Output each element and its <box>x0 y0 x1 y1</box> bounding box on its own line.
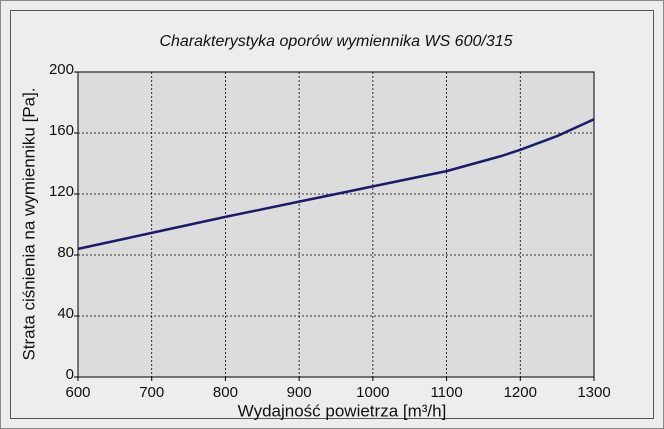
x-tick-label: 1000 <box>356 384 389 401</box>
y-axis-label: Strata ciśnienia na wymienniku [Pa]. <box>19 87 38 360</box>
plot-area <box>77 71 595 378</box>
frame <box>10 10 654 419</box>
x-tick-label: 600 <box>65 384 90 401</box>
x-tick-label: 1200 <box>504 384 537 401</box>
x-tick-label: 900 <box>287 384 312 401</box>
x-tick-label: 800 <box>213 384 238 401</box>
x-axis-label: Wydajność powietrza [m³/h] <box>238 401 447 420</box>
y-tick-label: 80 <box>57 244 74 261</box>
x-tick-label: 1300 <box>577 384 610 401</box>
y-tick-label: 160 <box>49 122 74 139</box>
chart-title: Charakterystyka oporów wymiennika WS 600… <box>159 33 512 50</box>
y-tick-label: 40 <box>57 305 74 322</box>
y-tick-label: 200 <box>49 61 74 78</box>
data-line <box>77 118 595 251</box>
y-tick-label: 0 <box>66 366 74 383</box>
x-tick-label: 700 <box>139 384 164 401</box>
y-tick-label: 120 <box>49 183 74 200</box>
x-tick-label: 1100 <box>430 384 462 401</box>
